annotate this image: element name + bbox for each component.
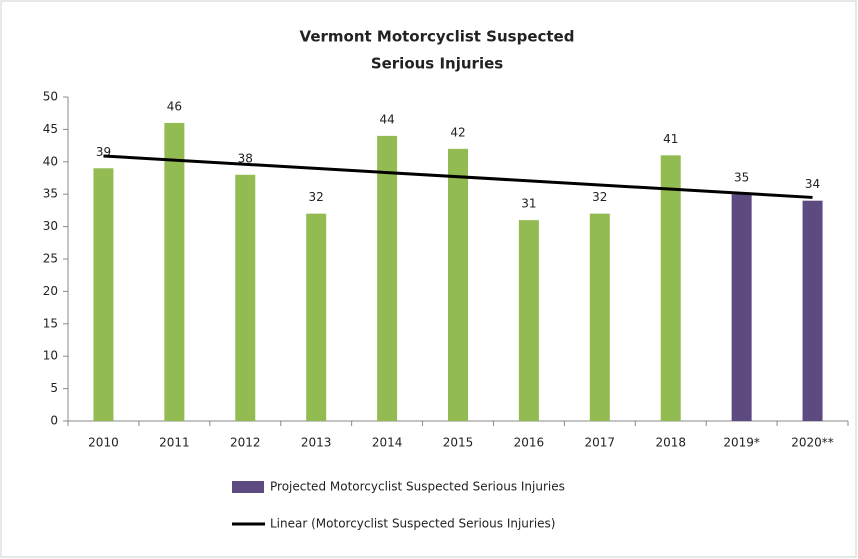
bar — [164, 122, 185, 422]
data-label: 41 — [663, 132, 678, 146]
x-tick-label: 2015 — [443, 436, 474, 450]
y-tick-label: 15 — [43, 316, 58, 330]
bar — [589, 213, 610, 421]
data-label: 31 — [521, 197, 536, 211]
x-tick-label: 2013 — [301, 436, 332, 450]
y-tick-label: 50 — [43, 90, 58, 104]
data-label: 42 — [450, 125, 465, 139]
bar — [93, 168, 114, 421]
y-tick-label: 20 — [43, 284, 58, 298]
x-tick-label: 2018 — [655, 436, 686, 450]
y-tick-label: 45 — [43, 122, 58, 136]
bar — [660, 155, 681, 421]
legend-label: Linear (Motorcyclist Suspected Serious I… — [270, 517, 555, 531]
bar — [235, 174, 256, 421]
y-tick-label: 40 — [43, 154, 58, 168]
bar — [802, 200, 823, 421]
bar — [448, 148, 468, 421]
data-label: 46 — [167, 99, 182, 113]
x-tick-label: 2019* — [723, 436, 760, 450]
y-tick-label: 30 — [43, 219, 58, 233]
trend-line — [103, 154, 813, 199]
data-label: 35 — [734, 171, 749, 185]
x-tick-label: 2020** — [791, 436, 834, 450]
chart-title: Serious Injuries — [371, 55, 503, 73]
bar — [731, 194, 752, 421]
data-label: 32 — [309, 190, 324, 204]
y-tick-label: 25 — [43, 252, 58, 266]
data-label: 34 — [805, 177, 820, 191]
bar — [377, 135, 398, 421]
x-tick-label: 2012 — [230, 436, 261, 450]
x-tick-label: 2016 — [514, 436, 545, 450]
y-tick-label: 5 — [50, 381, 58, 395]
legend-swatch — [232, 481, 264, 493]
bar — [306, 213, 327, 421]
y-tick-label: 10 — [43, 349, 58, 363]
y-tick-label: 0 — [50, 414, 58, 428]
x-tick-label: 2011 — [159, 436, 190, 450]
data-label: 32 — [592, 190, 607, 204]
x-tick-label: 2010 — [88, 436, 119, 450]
y-tick-label: 35 — [43, 187, 58, 201]
x-tick-label: 2017 — [585, 436, 616, 450]
x-tick-label: 2014 — [372, 436, 403, 450]
chart-title: Vermont Motorcyclist Suspected — [300, 28, 575, 46]
data-label: 38 — [238, 151, 253, 165]
bar — [518, 220, 539, 421]
data-label: 44 — [379, 112, 394, 126]
legend-label: Projected Motorcyclist Suspected Serious… — [270, 480, 565, 494]
